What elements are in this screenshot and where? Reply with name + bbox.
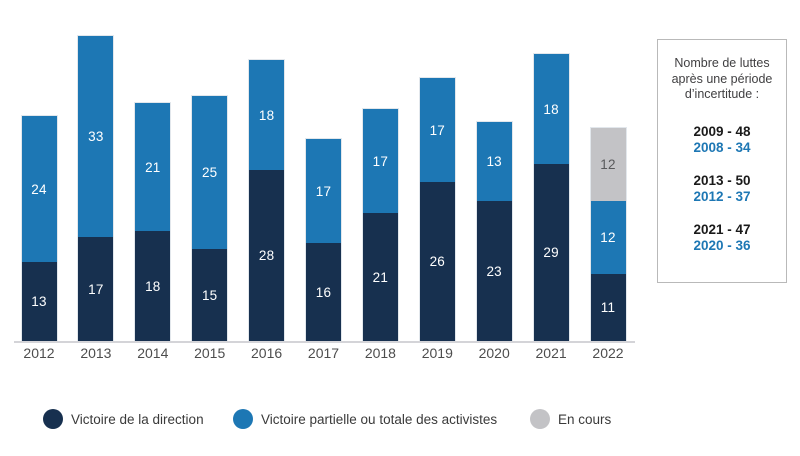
- x-axis-label-2015: 2015: [194, 345, 226, 361]
- bar-segment-2015-series0: 15: [192, 249, 228, 341]
- bar-segment-2020-series1: 13: [476, 122, 512, 201]
- x-axis-label-2017: 2017: [307, 345, 340, 361]
- x-axis-label-2014: 2014: [137, 345, 169, 361]
- legend-label-direction: Victoire de la direction: [71, 411, 204, 427]
- note-box: Nombre de luttes après une période d’inc…: [657, 39, 787, 283]
- bar-value-label: 18: [258, 107, 275, 123]
- bar-value-label: 23: [486, 263, 502, 279]
- note-value-primary: 2021 - 47: [693, 221, 751, 237]
- bar-value-label: 15: [201, 287, 218, 303]
- bar-group-2015: 25 15: [192, 96, 228, 341]
- bar-value-label: 12: [600, 157, 616, 172]
- bar-value-label: 33: [88, 129, 104, 144]
- bar-segment-2013-series1: 33: [78, 36, 114, 237]
- note-pair-2013: 2013 - 50 2012 - 37: [658, 173, 786, 206]
- bar-value-label: 29: [543, 245, 559, 260]
- bar-segment-2016-series0: 28: [249, 170, 285, 341]
- bar-group-2016: 18 28: [249, 60, 285, 341]
- x-axis-label-2013: 2013: [80, 345, 112, 361]
- bar-segment-2012-series1: 24: [21, 116, 57, 262]
- legend-item-activistes: Victoire partielle ou totale des activis…: [233, 408, 497, 430]
- bar-segment-2022-series0: 11: [590, 274, 626, 341]
- note-value-primary: 2013 - 50: [693, 172, 751, 188]
- bar-segment-2012-series0: 13: [21, 262, 57, 341]
- note-box-title: Nombre de luttes après une période d’inc…: [658, 56, 786, 103]
- bar-value-label: 28: [258, 248, 275, 263]
- bar-value-label: 17: [315, 183, 332, 199]
- legend-label-activistes: Victoire partielle ou totale des activis…: [261, 411, 498, 427]
- bar-value-label: 17: [429, 122, 445, 138]
- legend-item-encours: En cours: [530, 408, 611, 430]
- bar-segment-2016-series1: 18: [249, 60, 285, 170]
- note-pair-2009: 2009 - 48 2008 - 34: [658, 124, 786, 157]
- note-title-line: d’incertitude :: [684, 87, 760, 101]
- bar-segment-2014-series0: 18: [135, 231, 171, 341]
- bar-value-label: 24: [31, 181, 47, 197]
- bar-group-2018: 17 21: [362, 109, 398, 341]
- bar-segment-2022-series1: 12: [590, 201, 626, 274]
- legend-dot-activistes-icon: [233, 409, 253, 429]
- bar-segment-2022-series2: 12: [590, 128, 626, 201]
- bar-segment-2015-series1: 25: [192, 96, 228, 249]
- bar-segment-2013-series0: 17: [78, 237, 114, 341]
- x-axis-label-2019: 2019: [421, 345, 453, 361]
- bar-value-label: 21: [372, 269, 389, 285]
- legend-dot-direction-icon: [43, 409, 63, 429]
- note-value-primary: 2009 - 48: [693, 123, 751, 139]
- bar-value-label: 13: [486, 154, 502, 169]
- x-axis-label-2012: 2012: [23, 345, 55, 361]
- note-title-line: après une période: [671, 71, 773, 86]
- bar-segment-2018-series1: 17: [362, 109, 398, 213]
- bar-value-label: 18: [145, 278, 161, 294]
- bar-group-2012: 24 13: [21, 116, 57, 341]
- stacked-bar-chart: 24 13 2012 33 17 2013 21 18 2014 25 15 2015 18 28 2016…: [21, 36, 626, 361]
- bar-value-label: 18: [543, 101, 559, 117]
- bar-value-label: 25: [201, 165, 218, 180]
- note-pair-2021: 2021 - 47 2020 - 36: [658, 222, 786, 255]
- x-axis-label-2018: 2018: [364, 345, 396, 361]
- bar-group-2014: 21 18: [135, 103, 171, 341]
- bar-group-2013: 33 17: [78, 36, 114, 341]
- x-axis-label-2022: 2022: [592, 345, 624, 361]
- note-value-secondary: 2008 - 34: [693, 140, 751, 155]
- bar-group-2017: 17 16: [306, 139, 341, 341]
- note-value-secondary: 2012 - 37: [693, 189, 751, 204]
- bar-value-label: 16: [315, 284, 332, 300]
- bar-segment-2021-series1: 18: [533, 54, 569, 164]
- bar-value-label: 17: [88, 281, 104, 297]
- bar-value-label: 17: [372, 153, 389, 169]
- bar-segment-2020-series0: 23: [476, 201, 512, 341]
- x-axis-label-2016: 2016: [251, 345, 283, 361]
- bar-segment-2021-series0: 29: [533, 164, 569, 341]
- bar-segment-2019-series1: 17: [419, 78, 455, 182]
- bar-value-label: 11: [600, 300, 616, 315]
- bar-value-label: 21: [145, 159, 161, 175]
- bar-segment-2014-series1: 21: [135, 103, 171, 231]
- legend-item-direction: Victoire de la direction: [43, 408, 204, 430]
- x-axis-line: [14, 341, 635, 343]
- bar-segment-2019-series0: 26: [419, 182, 455, 341]
- bar-segment-2018-series0: 21: [362, 213, 398, 341]
- note-title-line: Nombre de luttes: [674, 56, 770, 70]
- bar-segment-2017-series1: 17: [306, 139, 341, 243]
- bar-group-2020: 13 23: [476, 122, 512, 341]
- legend-dot-encours-icon: [530, 409, 550, 429]
- bar-segment-2017-series0: 16: [306, 243, 341, 341]
- note-value-secondary: 2020 - 36: [693, 238, 751, 253]
- bar-group-2022: 12 12 11: [590, 128, 626, 341]
- legend-label-encours: En cours: [558, 411, 612, 427]
- bar-value-label: 26: [429, 254, 445, 269]
- bar-group-2021: 18 29: [533, 54, 569, 341]
- bar-value-label: 12: [600, 230, 616, 245]
- x-axis-label-2020: 2020: [478, 345, 510, 361]
- x-axis-label-2021: 2021: [535, 345, 567, 361]
- bar-group-2019: 17 26: [419, 78, 455, 341]
- bar-value-label: 13: [31, 294, 47, 309]
